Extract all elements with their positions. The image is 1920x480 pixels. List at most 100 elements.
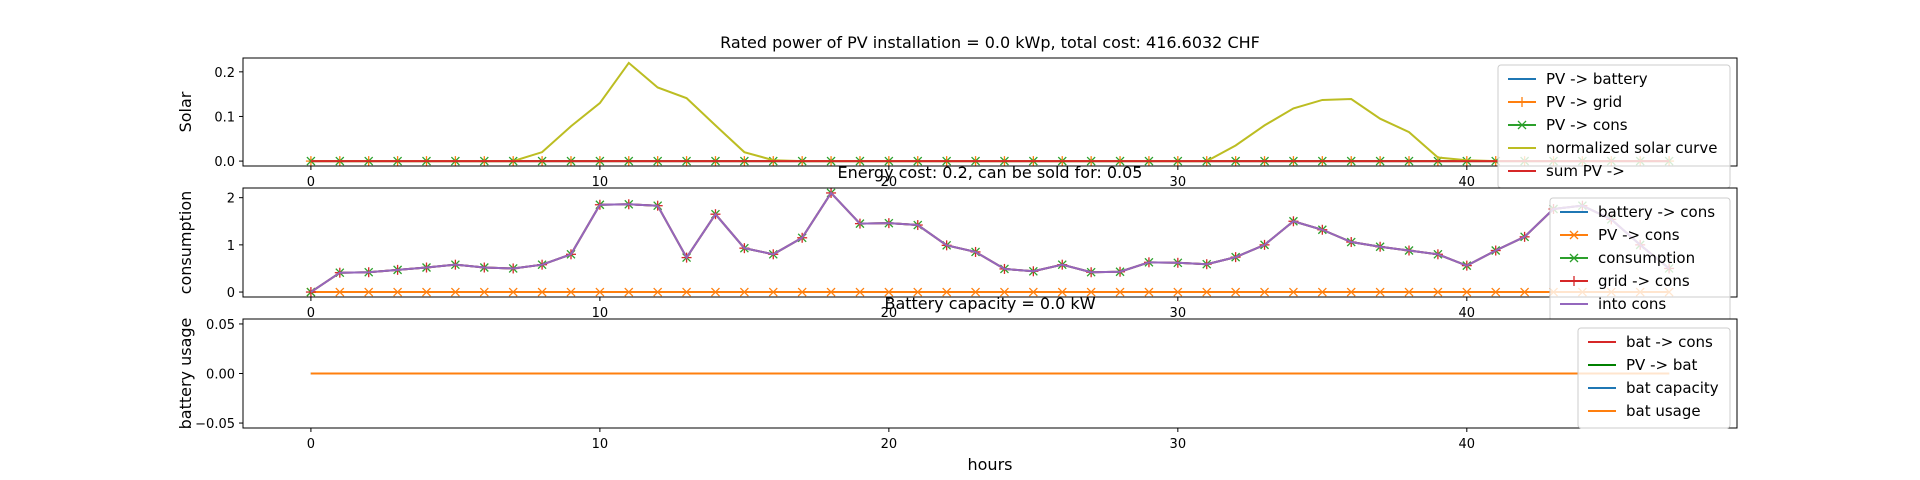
legend-label: normalized solar curve: [1546, 139, 1717, 157]
data-point: [422, 287, 431, 297]
legend-label: PV -> cons: [1546, 116, 1628, 134]
data-point: [1231, 287, 1241, 297]
data-point: [855, 287, 865, 297]
chart-battery: 0 10 20 30 40 −0.05 0.00 0.05 Battery capacity =…: [176, 294, 1738, 474]
x-tick-label: 20: [881, 437, 898, 452]
x-tick-label: 30: [1170, 175, 1187, 190]
data-point: [624, 287, 634, 297]
y-tick-label: 1: [227, 239, 235, 254]
legend-item: into cons: [1560, 295, 1666, 313]
chart-title: Rated power of PV installation = 0.0 kWp…: [720, 33, 1260, 52]
y-axis-label: Solar: [176, 91, 195, 132]
legend-item: PV -> cons: [1560, 226, 1680, 244]
y-tick-label: 0.0: [214, 155, 235, 170]
legend-item: bat usage: [1588, 402, 1701, 420]
y-tick-label: −0.05: [195, 417, 235, 432]
y-tick-label: 0.2: [214, 66, 235, 81]
y-axis-label: battery usage: [176, 318, 195, 430]
x-tick-label: 40: [1459, 437, 1476, 452]
legend-item: normalized solar curve: [1508, 139, 1717, 157]
legend: PV -> battery PV -> grid PV -> cons normali…: [1497, 64, 1731, 189]
data-point: [768, 287, 778, 297]
legend-item: grid -> cons: [1560, 272, 1690, 290]
y-tick-label: 2: [227, 192, 235, 207]
legend-item: PV -> grid: [1508, 93, 1622, 111]
x-tick-label: 30: [1170, 306, 1187, 321]
data-point: [1404, 287, 1414, 297]
legend-box: [1577, 327, 1731, 429]
axes-frame: [242, 187, 1738, 298]
data-point: [826, 287, 836, 297]
data-point: [884, 287, 894, 297]
data-point: [1057, 287, 1067, 297]
legend-item: battery -> cons: [1560, 203, 1715, 221]
data-point: [711, 287, 720, 297]
series-into-cons: [310, 191, 1670, 293]
legend-label: PV -> battery: [1546, 70, 1648, 88]
plot-area: [243, 58, 1737, 166]
x-tick-label: 40: [1459, 306, 1476, 321]
data-point: [942, 287, 952, 297]
x-tick-label: 0: [307, 437, 315, 452]
axes-frame: [242, 57, 1738, 167]
legend-label: PV -> bat: [1626, 356, 1698, 374]
chart-solar: 0 10 20 30 40 0.0 0.1 0.2 Rated power of PV inst…: [176, 33, 1738, 190]
legend: battery -> cons PV -> cons consumption grid…: [1549, 197, 1731, 322]
data-point: [479, 287, 489, 297]
data-point: [537, 287, 547, 297]
data-point: [335, 287, 345, 297]
legend-item: PV -> bat: [1588, 356, 1698, 374]
legend-item: bat -> cons: [1588, 333, 1713, 351]
data-point: [739, 287, 749, 297]
data-point: [1202, 287, 1212, 297]
plot-area: [243, 188, 1737, 297]
data-point: [1375, 287, 1385, 297]
y-tick-label: 0.00: [206, 368, 235, 383]
x-tick-label: 10: [592, 175, 609, 190]
y-tick-label: 0: [227, 286, 235, 301]
data-point: [999, 287, 1009, 297]
data-point: [971, 287, 981, 297]
x-tick-label: 10: [592, 437, 609, 452]
legend-item: consumption: [1560, 249, 1695, 267]
legend-label: sum PV ->: [1546, 162, 1625, 180]
legend-label: battery -> cons: [1598, 203, 1715, 221]
data-point: [364, 287, 374, 297]
legend-label: PV -> grid: [1546, 93, 1622, 111]
data-point: [1173, 287, 1183, 297]
legend-label: into cons: [1598, 295, 1666, 313]
legend-label: PV -> cons: [1598, 226, 1680, 244]
axes-frame: [242, 318, 1738, 429]
data-point: [1086, 287, 1096, 297]
data-point: [450, 287, 460, 297]
data-point: [1317, 287, 1327, 297]
legend: bat -> cons PV -> bat bat capacity bat usag…: [1577, 327, 1731, 429]
data-point: [1346, 287, 1356, 297]
data-point: [1115, 287, 1125, 297]
x-tick-label: 30: [1170, 437, 1187, 452]
x-tick-label: 0: [307, 175, 315, 190]
series-line: [310, 191, 1670, 293]
legend-item: PV -> cons: [1508, 116, 1628, 134]
data-point: [1288, 287, 1298, 297]
legend-item: PV -> battery: [1508, 70, 1648, 88]
chart-title: Energy cost: 0.2, can be sold for: 0.05: [838, 163, 1143, 182]
legend-label: bat capacity: [1626, 379, 1719, 397]
y-axis-label: consumption: [176, 191, 195, 295]
data-point: [1028, 287, 1038, 297]
legend-label: bat -> cons: [1626, 333, 1713, 351]
data-point: [913, 287, 923, 297]
data-point: [1520, 287, 1530, 297]
data-point: [797, 287, 807, 297]
x-tick-label: 0: [307, 306, 315, 321]
data-point: [653, 287, 663, 297]
legend-label: consumption: [1598, 249, 1695, 267]
legend-label: grid -> cons: [1598, 272, 1690, 290]
legend-item: bat capacity: [1588, 379, 1719, 397]
data-point: [682, 287, 692, 297]
x-tick-label: 20: [881, 175, 898, 190]
x-axis-label: hours: [968, 455, 1013, 474]
x-tick-label: 40: [1459, 175, 1476, 190]
y-tick-label: 0.05: [206, 318, 235, 333]
